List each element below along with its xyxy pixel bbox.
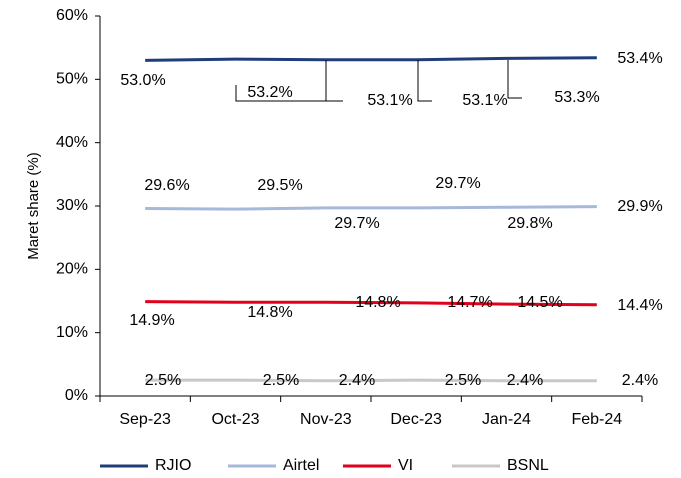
y-tick-label: 20%: [56, 261, 88, 278]
data-label: 53.1%: [462, 92, 507, 109]
data-label: 14.8%: [355, 294, 400, 311]
leader-line: [507, 60, 522, 99]
data-label: 53.2%: [247, 84, 292, 101]
y-tick-label: 40%: [56, 134, 88, 151]
legend-label: Airtel: [283, 457, 319, 474]
data-label: 2.4%: [507, 372, 543, 389]
data-label: 53.3%: [554, 89, 599, 106]
series-line: [145, 205, 597, 211]
y-tick-label: 0%: [65, 387, 88, 404]
data-label: 2.5%: [145, 372, 181, 389]
y-tick-label: 30%: [56, 197, 88, 214]
data-label: 14.8%: [247, 304, 292, 321]
legend-label: VI: [398, 457, 413, 474]
data-label: 14.5%: [517, 294, 562, 311]
y-axis-label: Maret share (%): [25, 152, 42, 260]
series-line: [145, 300, 597, 307]
data-label: 14.4%: [617, 297, 662, 314]
x-tick-label: Feb-24: [571, 411, 622, 428]
x-tick-label: Dec-23: [390, 411, 442, 428]
series-line: [145, 56, 597, 62]
data-label: 53.1%: [367, 92, 412, 109]
leader-line: [325, 60, 343, 102]
data-label: 14.7%: [447, 294, 492, 311]
data-label: 53.0%: [120, 72, 165, 89]
data-label: 2.4%: [339, 372, 375, 389]
data-label: 29.9%: [617, 198, 662, 215]
data-label: 2.4%: [622, 372, 658, 389]
x-tick-label: Jan-24: [482, 411, 531, 428]
data-label: 29.6%: [144, 177, 189, 194]
leader-line: [417, 60, 432, 102]
data-label: 14.9%: [129, 312, 174, 329]
data-label: 53.4%: [617, 50, 662, 67]
y-tick-label: 60%: [56, 7, 88, 24]
data-label: 2.5%: [445, 372, 481, 389]
y-tick-label: 10%: [56, 324, 88, 341]
data-label: 29.7%: [435, 175, 480, 192]
data-label: 29.5%: [257, 177, 302, 194]
data-label: 29.7%: [334, 215, 379, 232]
x-tick-label: Oct-23: [211, 411, 259, 428]
leader-line: [235, 85, 337, 102]
data-label: 2.5%: [263, 372, 299, 389]
y-tick-label: 50%: [56, 71, 88, 88]
legend-label: BSNL: [507, 457, 549, 474]
data-label: 29.8%: [507, 215, 552, 232]
series-line: [145, 378, 597, 383]
x-tick-label: Sep-23: [119, 411, 171, 428]
x-tick-label: Nov-23: [300, 411, 352, 428]
legend-label: RJIO: [155, 457, 191, 474]
